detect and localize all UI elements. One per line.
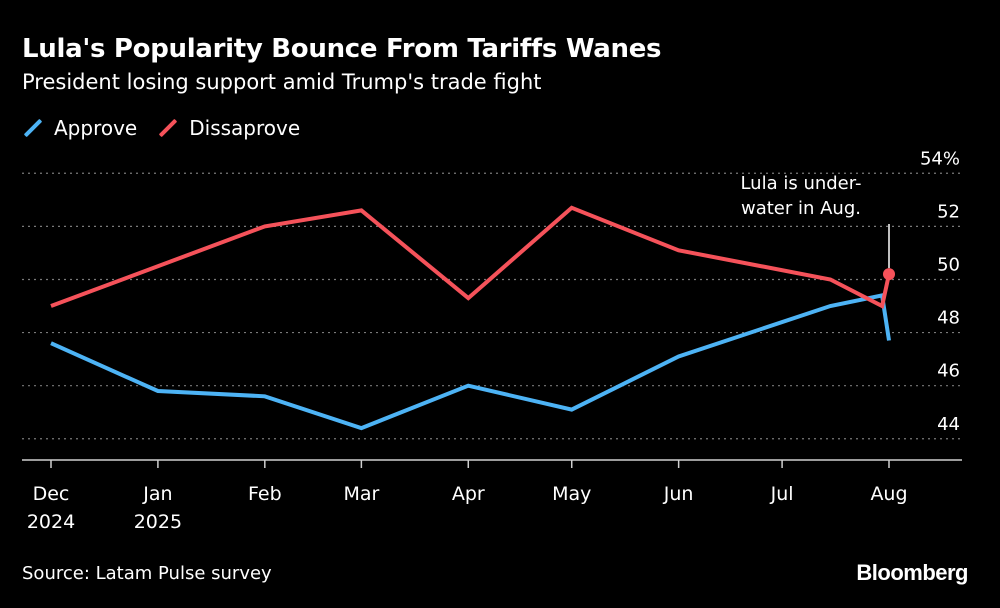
- y-tick-label: 48: [937, 308, 960, 329]
- y-tick-label: 50: [937, 254, 960, 275]
- y-tick-label: 54%: [920, 148, 960, 169]
- annotation-text: Lula is under-: [740, 173, 861, 194]
- y-tick-label: 44: [937, 414, 960, 435]
- x-tick-label: Jan: [142, 483, 172, 505]
- annotation-marker-dot: [883, 268, 895, 281]
- y-tick-label: 52: [937, 201, 960, 222]
- series-line-approve: [50, 293, 891, 431]
- chart-subtitle: President losing support amid Trump's tr…: [22, 70, 542, 94]
- x-tick-label: Feb: [248, 483, 282, 505]
- x-tick-label: Mar: [343, 483, 379, 505]
- chart-legend: Approve Dissaprove: [22, 116, 320, 140]
- x-tick-label: Aug: [870, 483, 907, 505]
- series-line-dissaprove: [50, 205, 891, 309]
- x-tick-label-year: 2024: [27, 511, 75, 533]
- x-tick-label-year: 2025: [134, 511, 182, 533]
- x-tick-label: Jul: [770, 483, 794, 505]
- y-tick-label: 46: [937, 361, 960, 382]
- chart-title: Lula's Popularity Bounce From Tariffs Wa…: [22, 34, 662, 64]
- legend-label-approve: Approve: [54, 116, 138, 140]
- legend-label-disapprove: Dissaprove: [189, 116, 301, 140]
- x-tick-label: Jun: [663, 483, 694, 505]
- source-note: Source: Latam Pulse survey: [22, 563, 272, 584]
- annotation-text: water in Aug.: [741, 198, 861, 219]
- x-tick-label: Apr: [452, 483, 485, 505]
- x-tick-label: May: [552, 483, 591, 505]
- bloomberg-logo: Bloomberg: [856, 560, 968, 585]
- x-tick-label: Dec: [33, 483, 70, 505]
- legend-item-disapprove: Dissaprove: [157, 116, 300, 140]
- legend-item-approve: Approve: [22, 116, 137, 140]
